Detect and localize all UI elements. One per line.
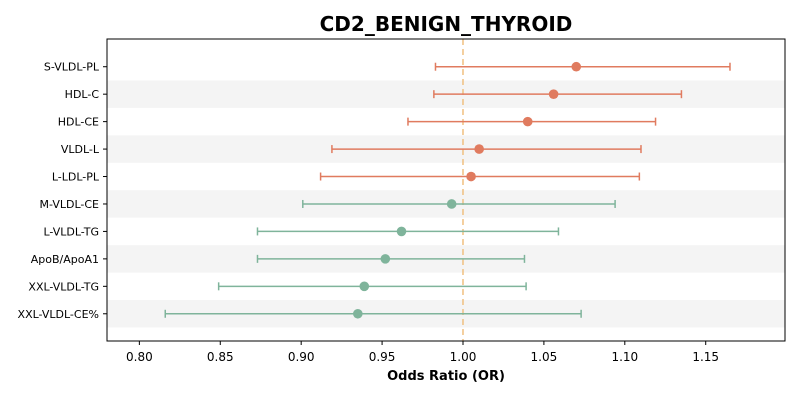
point-m-vldl-ce: [446, 199, 457, 209]
point-l-ldl-pl: [466, 171, 476, 182]
y-tick-label: L-VLDL-TG: [43, 225, 99, 238]
y-tick-label: M-VLDL-CE: [40, 198, 100, 211]
odds-ratio-points: [353, 61, 582, 319]
y-tick-label: HDL-C: [65, 88, 100, 101]
x-axis: 0.80 0.85 0.90 0.95 1.00 1.05 1.10 1.15: [126, 341, 719, 364]
x-tick-label: 0.80: [126, 350, 153, 364]
point-s-vldl-pl: [571, 61, 582, 72]
chart-title: CD2_BENIGN_THYROID: [320, 12, 573, 36]
x-tick-label: 1.10: [611, 350, 638, 364]
point-vldl-l: [474, 144, 484, 154]
x-tick-label: 1.05: [531, 350, 558, 364]
y-tick-label: XXL-VLDL-CE%: [18, 308, 99, 321]
x-axis-label: Odds Ratio (OR): [387, 369, 505, 384]
x-tick-label: 1.15: [692, 350, 719, 364]
y-tick-label: HDL-CE: [58, 116, 99, 129]
y-tick-label: XXL-VLDL-TG: [28, 280, 99, 293]
point-xxl-vldl-ce: [353, 308, 363, 319]
y-tick-label: L-LDL-PL: [52, 171, 100, 184]
point-xxl-vldl-tg: [359, 281, 370, 292]
y-tick-label: ApoB/ApoA1: [31, 253, 99, 266]
x-tick-label: 0.95: [369, 350, 396, 364]
y-tick-label: S-VLDL-PL: [44, 61, 100, 74]
x-tick-label: 1.00: [450, 350, 477, 364]
y-axis: S-VLDL-PL HDL-C HDL-CE VLDL-L L-LDL-PL M-VLDL…: [18, 61, 107, 321]
error-bars: [164, 62, 731, 318]
point-apob-apoa1: [380, 254, 391, 264]
point-hdl-ce: [522, 116, 533, 127]
point-l-vldl-tg: [396, 226, 407, 237]
x-tick-label: 0.90: [288, 350, 315, 364]
point-hdl-c: [548, 89, 559, 99]
x-tick-label: 0.85: [207, 350, 234, 364]
y-tick-label: VLDL-L: [61, 143, 100, 156]
plot-frame: [106, 38, 786, 342]
